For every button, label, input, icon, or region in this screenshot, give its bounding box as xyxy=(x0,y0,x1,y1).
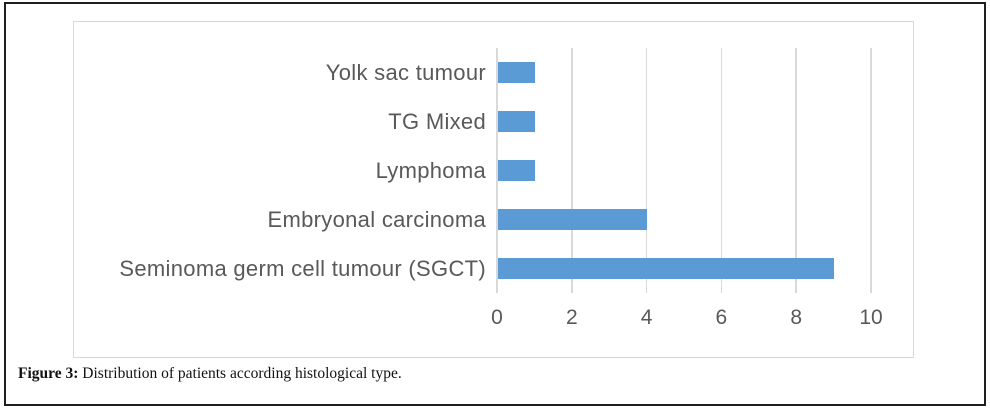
bar-tg-mixed xyxy=(497,111,536,132)
x-tick-label: 8 xyxy=(790,306,803,329)
bar-chart-plot: 0 2 4 6 8 10 Yolk sac tumour TG Mixed Lymphoma Em… xyxy=(74,22,913,357)
x-tick-label: 10 xyxy=(859,306,883,329)
x-tick-label: 4 xyxy=(640,306,653,329)
bar-lymphoma xyxy=(497,160,536,181)
bar-embryonal-carcinoma xyxy=(497,209,648,230)
caption-text: Distribution of patients according histo… xyxy=(78,365,402,382)
gridline-8 xyxy=(795,48,797,293)
bar-yolk-sac-tumour xyxy=(497,62,536,83)
category-label: Seminoma germ cell tumour (SGCT) xyxy=(119,255,486,281)
category-label: Yolk sac tumour xyxy=(325,59,486,85)
x-tick-label: 6 xyxy=(715,306,728,329)
gridline-2 xyxy=(571,48,573,293)
chart-area: 0 2 4 6 8 10 Yolk sac tumour TG Mixed Lymphoma Em… xyxy=(73,21,914,358)
caption-figure-number: Figure 3: xyxy=(18,365,79,382)
figure-container: 0 2 4 6 8 10 Yolk sac tumour TG Mixed Lymphoma Em… xyxy=(4,2,986,406)
category-label: Lymphoma xyxy=(375,157,486,183)
gridline-10 xyxy=(870,48,872,293)
gridline-6 xyxy=(720,48,723,293)
x-tick-label: 2 xyxy=(565,306,578,329)
x-tick-label: 0 xyxy=(491,306,503,329)
category-label: TG Mixed xyxy=(388,108,486,134)
bar-seminoma-germ-cell-tumour-sgct xyxy=(497,258,835,279)
gridline-0 xyxy=(496,48,498,293)
gridline-4 xyxy=(645,48,648,293)
category-label: Embryonal carcinoma xyxy=(267,206,486,232)
figure-caption: Figure 3: Distribution of patients accor… xyxy=(18,365,402,383)
